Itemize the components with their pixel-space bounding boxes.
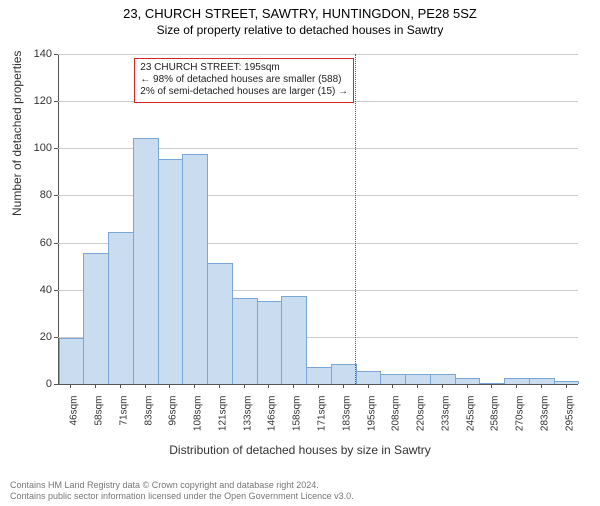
x-tick-mark bbox=[516, 384, 517, 388]
histogram-bar bbox=[182, 154, 208, 384]
x-tick-mark bbox=[293, 384, 294, 388]
x-tick-label: 220sqm bbox=[416, 396, 427, 442]
histogram-bar bbox=[405, 374, 431, 384]
x-tick-mark bbox=[343, 384, 344, 388]
x-tick-label: 283sqm bbox=[539, 396, 550, 442]
histogram-bar bbox=[83, 253, 109, 384]
histogram-bar bbox=[380, 374, 406, 384]
x-tick-mark bbox=[318, 384, 319, 388]
x-tick-label: 270sqm bbox=[515, 396, 526, 442]
x-tick-label: 295sqm bbox=[564, 396, 575, 442]
grid-line bbox=[58, 54, 578, 55]
y-tick-label: 120 bbox=[12, 95, 52, 107]
y-tick-label: 80 bbox=[12, 189, 52, 201]
y-tick-label: 40 bbox=[12, 284, 52, 296]
x-tick-label: 195sqm bbox=[366, 396, 377, 442]
histogram-bar bbox=[281, 296, 307, 384]
y-tick-mark bbox=[54, 195, 58, 196]
x-tick-mark bbox=[194, 384, 195, 388]
histogram-bar bbox=[158, 159, 184, 384]
x-tick-mark bbox=[169, 384, 170, 388]
y-tick-mark bbox=[54, 337, 58, 338]
annotation-line-2: ← 98% of detached houses are smaller (58… bbox=[140, 74, 348, 86]
y-tick-label: 60 bbox=[12, 237, 52, 249]
footer-line-2: Contains public sector information licen… bbox=[10, 491, 354, 502]
x-tick-mark bbox=[368, 384, 369, 388]
x-tick-mark bbox=[244, 384, 245, 388]
x-tick-label: 171sqm bbox=[317, 396, 328, 442]
x-tick-label: 108sqm bbox=[193, 396, 204, 442]
plot-region: 23 CHURCH STREET: 195sqm← 98% of detache… bbox=[58, 54, 578, 422]
x-axis-title: Distribution of detached houses by size … bbox=[0, 443, 600, 457]
histogram-bar bbox=[306, 367, 332, 385]
y-tick-mark bbox=[54, 54, 58, 55]
y-axis-line bbox=[58, 54, 59, 384]
y-tick-mark bbox=[54, 243, 58, 244]
y-tick-mark bbox=[54, 148, 58, 149]
x-tick-label: 83sqm bbox=[143, 396, 154, 442]
x-tick-label: 245sqm bbox=[465, 396, 476, 442]
y-tick-mark bbox=[54, 290, 58, 291]
histogram-bar bbox=[257, 301, 283, 385]
footer-line-1: Contains HM Land Registry data © Crown c… bbox=[10, 480, 354, 491]
x-tick-label: 233sqm bbox=[440, 396, 451, 442]
x-tick-mark bbox=[417, 384, 418, 388]
x-tick-mark bbox=[219, 384, 220, 388]
x-tick-label: 46sqm bbox=[69, 396, 80, 442]
annotation-line bbox=[355, 54, 356, 384]
x-tick-label: 208sqm bbox=[391, 396, 402, 442]
histogram-bar bbox=[455, 378, 481, 384]
x-tick-label: 121sqm bbox=[217, 396, 228, 442]
x-tick-label: 183sqm bbox=[341, 396, 352, 442]
y-tick-label: 100 bbox=[12, 142, 52, 154]
annotation-line-1: 23 CHURCH STREET: 195sqm bbox=[140, 62, 348, 74]
x-tick-mark bbox=[392, 384, 393, 388]
x-tick-mark bbox=[442, 384, 443, 388]
x-tick-label: 71sqm bbox=[118, 396, 129, 442]
histogram-bar bbox=[207, 263, 233, 384]
y-tick-label: 140 bbox=[12, 48, 52, 60]
x-tick-mark bbox=[268, 384, 269, 388]
plot-area: 23 CHURCH STREET: 195sqm← 98% of detache… bbox=[58, 54, 578, 384]
histogram-bar bbox=[108, 232, 134, 384]
y-tick-mark bbox=[54, 101, 58, 102]
x-tick-mark bbox=[70, 384, 71, 388]
y-tick-label: 20 bbox=[12, 331, 52, 343]
histogram-bar bbox=[232, 298, 258, 384]
x-tick-label: 133sqm bbox=[242, 396, 253, 442]
x-tick-mark bbox=[566, 384, 567, 388]
histogram-bar bbox=[59, 338, 85, 384]
y-tick-label: 0 bbox=[12, 378, 52, 390]
x-tick-mark bbox=[95, 384, 96, 388]
chart-title: 23, CHURCH STREET, SAWTRY, HUNTINGDON, P… bbox=[0, 6, 600, 21]
x-tick-mark bbox=[120, 384, 121, 388]
x-tick-mark bbox=[541, 384, 542, 388]
y-tick-mark bbox=[54, 384, 58, 385]
chart-subtitle: Size of property relative to detached ho… bbox=[0, 23, 600, 37]
histogram-bar bbox=[133, 138, 159, 384]
x-tick-mark bbox=[491, 384, 492, 388]
x-tick-label: 58sqm bbox=[94, 396, 105, 442]
histogram-bar bbox=[430, 374, 456, 384]
chart-container: 23, CHURCH STREET, SAWTRY, HUNTINGDON, P… bbox=[0, 6, 600, 506]
x-tick-label: 158sqm bbox=[292, 396, 303, 442]
histogram-bar bbox=[554, 381, 580, 384]
x-tick-mark bbox=[145, 384, 146, 388]
x-tick-mark bbox=[467, 384, 468, 388]
x-tick-label: 96sqm bbox=[168, 396, 179, 442]
annotation-line-3: 2% of semi-detached houses are larger (1… bbox=[140, 86, 348, 98]
histogram-bar bbox=[331, 364, 357, 384]
histogram-bar bbox=[529, 378, 555, 384]
x-tick-label: 258sqm bbox=[490, 396, 501, 442]
x-tick-label: 146sqm bbox=[267, 396, 278, 442]
histogram-bar bbox=[356, 371, 382, 384]
footer-attribution: Contains HM Land Registry data © Crown c… bbox=[10, 480, 354, 502]
annotation-box: 23 CHURCH STREET: 195sqm← 98% of detache… bbox=[134, 58, 354, 103]
